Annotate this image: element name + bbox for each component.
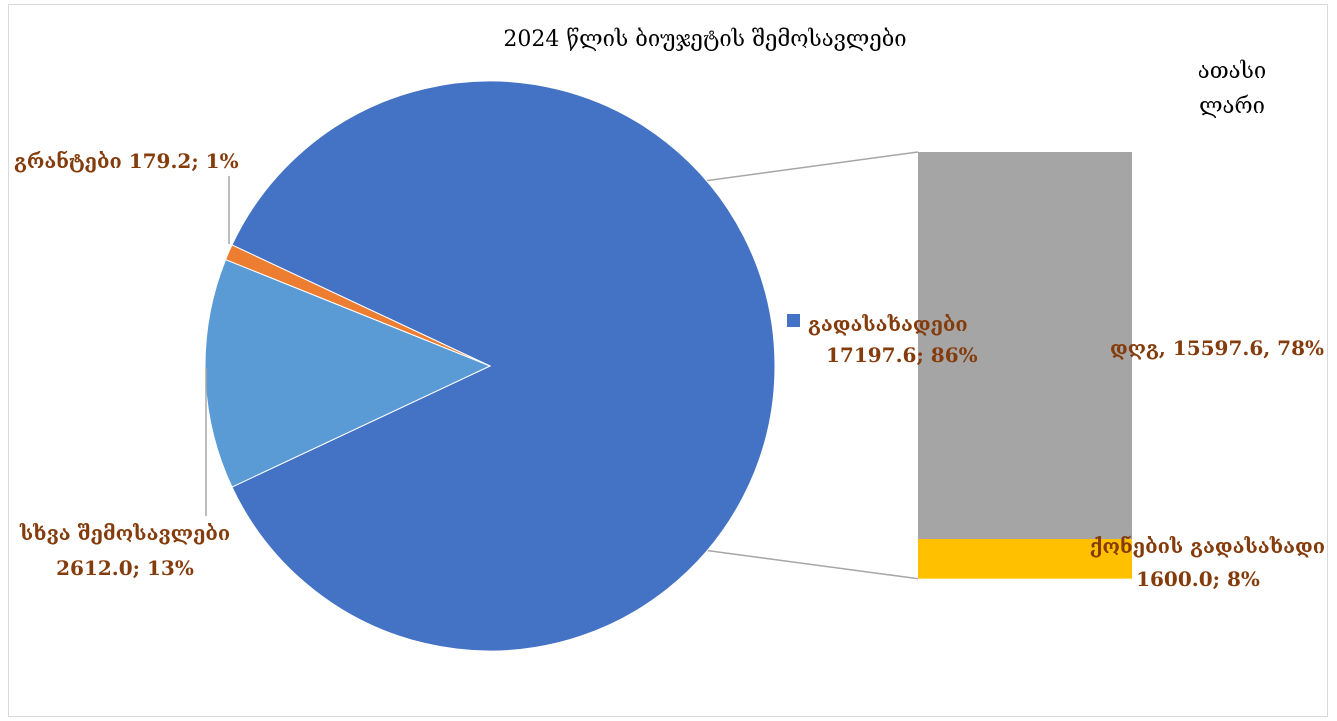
- data-label-grants: გრანტები 179.2; 1%: [14, 149, 239, 173]
- pie-slice-other-income: [204, 259, 492, 488]
- bar-segment-property-tax: [918, 539, 1132, 579]
- unit-label-line2: ლარი: [1199, 94, 1265, 119]
- data-label-taxes: 17197.6; 86%: [826, 343, 978, 367]
- chart-title: 2024 წლის ბიუჯეტის შემოსავლები: [503, 27, 906, 52]
- legend-swatch-taxes: [787, 314, 800, 327]
- bar-segment-vat: [918, 152, 1132, 539]
- legend-label-taxes: გადასახადები: [808, 312, 968, 336]
- data-label-other-income-line1: სხვა შემოსავლები: [19, 521, 230, 545]
- data-label-property-tax-line2: 1600.0; 8%: [1136, 567, 1260, 591]
- chart-frame: [8, 4, 1328, 717]
- data-label-vat: დღგ, 15597.6, 78%: [1110, 336, 1324, 360]
- data-label-property-tax-line1: ქონების გადასახადი: [1090, 534, 1325, 558]
- data-label-other-income-line2: 2612.0; 13%: [56, 556, 194, 580]
- pie-slice-taxes: [231, 80, 776, 652]
- unit-label-line1: ათასი: [1198, 59, 1266, 84]
